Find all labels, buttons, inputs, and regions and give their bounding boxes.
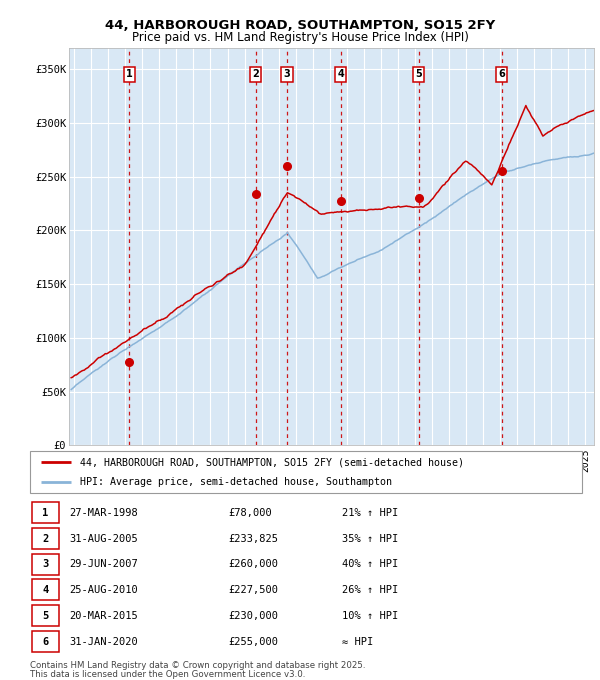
- Text: £233,825: £233,825: [228, 534, 278, 543]
- Text: 2: 2: [43, 534, 49, 543]
- Text: £260,000: £260,000: [228, 560, 278, 569]
- Text: 35% ↑ HPI: 35% ↑ HPI: [342, 534, 398, 543]
- Text: 44, HARBOROUGH ROAD, SOUTHAMPTON, SO15 2FY (semi-detached house): 44, HARBOROUGH ROAD, SOUTHAMPTON, SO15 2…: [80, 457, 464, 467]
- Text: 3: 3: [284, 69, 290, 80]
- Text: Contains HM Land Registry data © Crown copyright and database right 2025.: Contains HM Land Registry data © Crown c…: [30, 660, 365, 670]
- Text: 2: 2: [253, 69, 259, 80]
- Text: 31-AUG-2005: 31-AUG-2005: [69, 534, 138, 543]
- Text: ≈ HPI: ≈ HPI: [342, 637, 373, 647]
- Text: 4: 4: [337, 69, 344, 80]
- Text: £255,000: £255,000: [228, 637, 278, 647]
- Text: 21% ↑ HPI: 21% ↑ HPI: [342, 508, 398, 517]
- Text: 44, HARBOROUGH ROAD, SOUTHAMPTON, SO15 2FY: 44, HARBOROUGH ROAD, SOUTHAMPTON, SO15 2…: [105, 19, 495, 33]
- Text: 25-AUG-2010: 25-AUG-2010: [69, 585, 138, 595]
- Text: 1: 1: [126, 69, 133, 80]
- Text: £227,500: £227,500: [228, 585, 278, 595]
- Text: Price paid vs. HM Land Registry's House Price Index (HPI): Price paid vs. HM Land Registry's House …: [131, 31, 469, 44]
- Text: 1: 1: [43, 508, 49, 517]
- Text: 5: 5: [415, 69, 422, 80]
- Text: HPI: Average price, semi-detached house, Southampton: HPI: Average price, semi-detached house,…: [80, 477, 392, 487]
- Text: 29-JUN-2007: 29-JUN-2007: [69, 560, 138, 569]
- Text: 20-MAR-2015: 20-MAR-2015: [69, 611, 138, 621]
- Text: 40% ↑ HPI: 40% ↑ HPI: [342, 560, 398, 569]
- Text: £230,000: £230,000: [228, 611, 278, 621]
- Text: 6: 6: [498, 69, 505, 80]
- Text: 26% ↑ HPI: 26% ↑ HPI: [342, 585, 398, 595]
- Text: 31-JAN-2020: 31-JAN-2020: [69, 637, 138, 647]
- Text: This data is licensed under the Open Government Licence v3.0.: This data is licensed under the Open Gov…: [30, 670, 305, 679]
- Text: 6: 6: [43, 637, 49, 647]
- Text: £78,000: £78,000: [228, 508, 272, 517]
- Text: 4: 4: [43, 585, 49, 595]
- Text: 27-MAR-1998: 27-MAR-1998: [69, 508, 138, 517]
- Text: 10% ↑ HPI: 10% ↑ HPI: [342, 611, 398, 621]
- Text: 3: 3: [43, 560, 49, 569]
- Text: 5: 5: [43, 611, 49, 621]
